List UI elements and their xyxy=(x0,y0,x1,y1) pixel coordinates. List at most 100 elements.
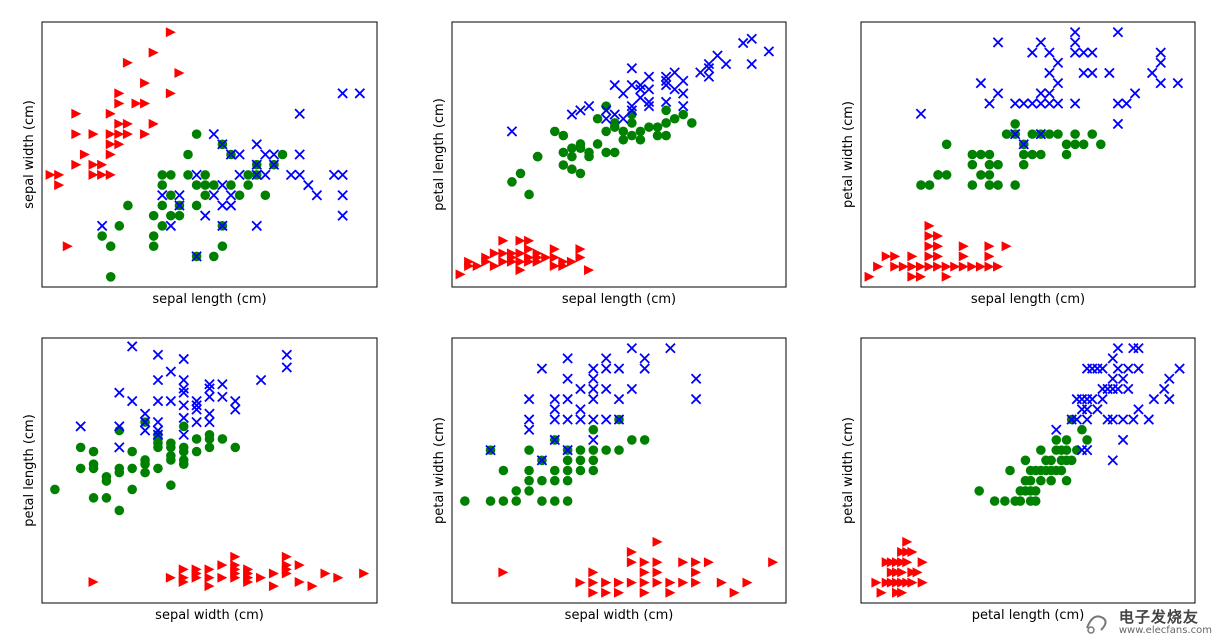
versicolor-point xyxy=(1027,149,1038,160)
setosa-point xyxy=(268,581,279,592)
virginica-point xyxy=(660,71,672,82)
setosa-point xyxy=(897,577,908,588)
virginica-point xyxy=(660,96,672,108)
setosa-point xyxy=(114,88,125,99)
virginica-point xyxy=(626,63,638,74)
watermark-title: 电子发烧友 xyxy=(1118,607,1199,626)
versicolor-point xyxy=(652,122,663,132)
virginica-point xyxy=(635,79,646,91)
virginica-point xyxy=(1155,57,1166,69)
setosa-point xyxy=(626,557,637,568)
virginica-point xyxy=(208,128,220,140)
virginica-point xyxy=(268,159,280,170)
virginica-point xyxy=(600,113,612,124)
versicolor-point xyxy=(260,190,271,201)
virginica-point xyxy=(268,149,280,160)
versicolor-point xyxy=(208,251,219,262)
setosa-point xyxy=(881,577,892,588)
setosa-point xyxy=(498,567,509,578)
virginica-point xyxy=(665,342,676,354)
versicolor-point xyxy=(562,455,573,466)
setosa-point xyxy=(243,564,254,575)
virginica-point xyxy=(1076,404,1088,415)
virginica-point xyxy=(1097,363,1108,374)
y-axis-label: petal width (cm) xyxy=(841,417,856,524)
versicolor-point xyxy=(178,455,189,465)
setosa-point xyxy=(665,577,676,588)
setosa-point xyxy=(886,557,897,568)
versicolor-point xyxy=(1015,496,1026,506)
versicolor-point xyxy=(575,465,586,476)
versicolor-point xyxy=(157,200,168,211)
setosa-point xyxy=(626,547,637,558)
versicolor-point xyxy=(989,496,1000,506)
virginica-point xyxy=(613,414,625,425)
virginica-point xyxy=(1155,77,1166,89)
virginica-point xyxy=(677,100,689,112)
versicolor-point xyxy=(50,484,60,495)
virginica-point xyxy=(975,77,987,89)
setosa-point xyxy=(515,265,526,276)
setosa-point xyxy=(584,265,595,276)
versicolor-point xyxy=(635,134,646,145)
versicolor-point xyxy=(967,180,978,190)
versicolor-point xyxy=(1036,149,1046,160)
virginica-point xyxy=(1035,98,1047,109)
setosa-point xyxy=(541,252,552,263)
virginica-point xyxy=(337,210,348,221)
virginica-point xyxy=(1133,342,1144,354)
virginica-point xyxy=(677,75,689,87)
virginica-point xyxy=(139,416,151,428)
virginica-point xyxy=(549,404,561,415)
virginica-point xyxy=(626,100,638,112)
virginica-point xyxy=(523,414,535,425)
virginica-point xyxy=(234,149,245,160)
virginica-point xyxy=(152,349,164,361)
virginica-point xyxy=(1044,47,1055,58)
setosa-point xyxy=(191,564,202,575)
virginica-point xyxy=(251,169,262,181)
virginica-point xyxy=(152,429,164,440)
virginica-point xyxy=(281,362,293,373)
versicolor-point xyxy=(191,446,202,457)
virginica-point xyxy=(251,159,262,170)
versicolor-point xyxy=(567,151,577,162)
versicolor-point xyxy=(614,445,624,455)
scatter-panel-6: petal length (cm) petal width (cm) xyxy=(841,337,1196,623)
setosa-point xyxy=(217,572,228,583)
virginica-point xyxy=(204,383,215,394)
virginica-point xyxy=(217,200,228,211)
setosa-point xyxy=(165,88,176,99)
setosa-point xyxy=(907,271,918,282)
versicolor-point xyxy=(1061,475,1072,486)
setosa-point xyxy=(114,129,125,140)
virginica-point xyxy=(174,200,185,211)
virginica-point xyxy=(178,387,189,398)
setosa-point xyxy=(873,261,884,272)
virginica-point xyxy=(1112,383,1124,395)
virginica-point xyxy=(566,109,578,120)
setosa-point xyxy=(984,241,995,252)
setosa-point xyxy=(924,241,935,252)
scatter-panel-1: sepal length (cm) sepal width (cm) xyxy=(22,21,378,307)
setosa-point xyxy=(71,129,82,140)
virginica-point xyxy=(643,71,655,82)
versicolor-point xyxy=(567,164,577,175)
virginica-point xyxy=(485,444,496,456)
setosa-point xyxy=(958,251,969,262)
versicolor-point xyxy=(114,505,125,516)
virginica-point xyxy=(609,79,620,91)
versicolor-point xyxy=(200,180,211,190)
versicolor-point xyxy=(976,149,986,160)
versicolor-point xyxy=(974,486,984,496)
setosa-point xyxy=(524,252,535,263)
versicolor-point xyxy=(114,463,125,474)
virginica-point xyxy=(1164,393,1175,405)
virginica-point xyxy=(1112,342,1124,354)
setosa-point xyxy=(105,108,116,119)
setosa-point xyxy=(105,149,116,160)
virginica-point xyxy=(1148,393,1160,405)
x-axis-label: sepal length (cm) xyxy=(971,292,1085,307)
setosa-point xyxy=(876,587,887,598)
setosa-point xyxy=(881,557,892,568)
